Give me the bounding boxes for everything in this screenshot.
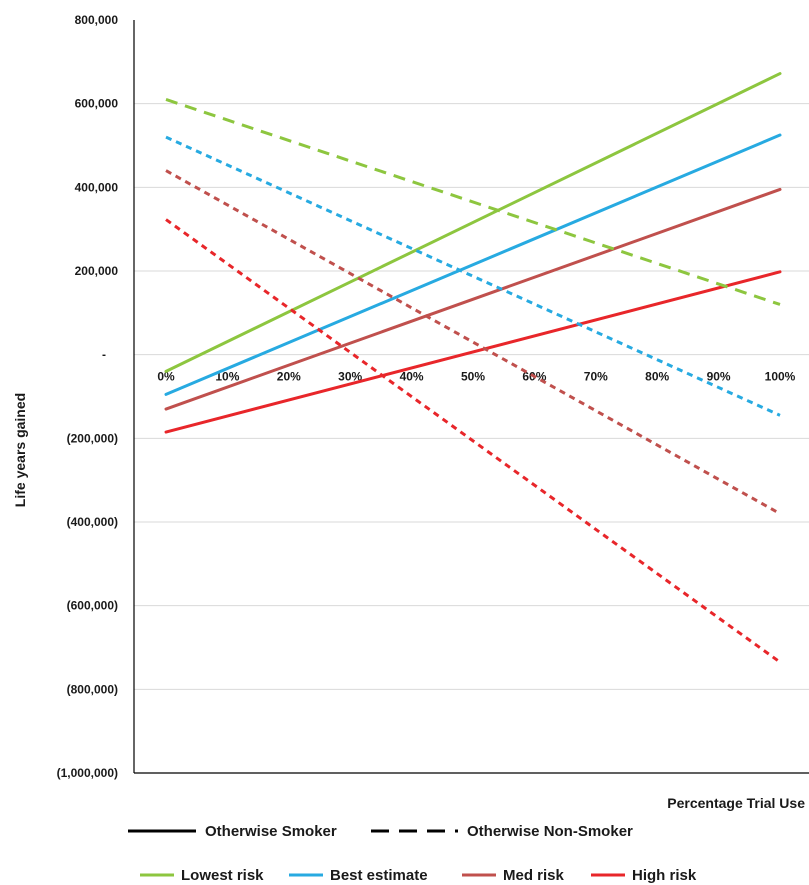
series-lines <box>164 72 782 664</box>
series-line-best-estimate-otherwise-smoker <box>164 133 782 396</box>
y-tick-label: 200,000 <box>75 264 119 278</box>
x-tick-label: 100% <box>765 370 796 384</box>
x-tick-label: 70% <box>584 370 608 384</box>
y-tick-labels: 800,000 600,000 400,000 200,000 - (200,000) (4… <box>57 13 119 780</box>
y-axis-title: Life years gained <box>12 393 28 507</box>
legend-label-high-risk: High risk <box>632 867 697 884</box>
x-tick-label: 80% <box>645 370 669 384</box>
series-line-lowest-risk-otherwise-non-smoker <box>165 98 781 306</box>
x-tick-label: 90% <box>707 370 731 384</box>
series-line-high-risk-otherwise-non-smoker <box>165 218 781 664</box>
y-tick-label: (600,000) <box>67 599 118 613</box>
y-tick-label: 800,000 <box>75 13 119 27</box>
x-tick-label: 40% <box>400 370 424 384</box>
series-line-high-risk-otherwise-smoker <box>164 270 782 434</box>
x-tick-label: 20% <box>277 370 301 384</box>
x-tick-labels: 0%10%20%30%40%50%60%70%80%90%100% <box>157 370 795 384</box>
legend-label-lowest-risk: Lowest risk <box>181 867 264 884</box>
style-legend-label-smoker: Otherwise Smoker <box>205 823 337 840</box>
legend-label-med-risk: Med risk <box>503 867 565 884</box>
y-tick-label: (800,000) <box>67 682 118 696</box>
x-tick-label: 30% <box>338 370 362 384</box>
y-tick-label: (200,000) <box>67 431 118 445</box>
y-tick-label: (1,000,000) <box>57 766 118 780</box>
x-tick-label: 0% <box>157 370 175 384</box>
series-line-med-risk-otherwise-smoker <box>164 187 782 411</box>
color-legend: Lowest risk Best estimate Med risk High … <box>140 867 697 884</box>
x-tick-label: 10% <box>215 370 239 384</box>
style-legend: Otherwise Smoker Otherwise Non-Smoker <box>128 823 633 840</box>
y-tick-label: - <box>102 348 106 362</box>
x-tick-label: 50% <box>461 370 485 384</box>
y-tick-label: 400,000 <box>75 180 119 194</box>
series-line-lowest-risk-otherwise-smoker <box>164 72 782 373</box>
style-legend-label-non-smoker: Otherwise Non-Smoker <box>467 823 633 840</box>
series-line-med-risk-otherwise-non-smoker <box>165 169 781 515</box>
y-tick-label: 600,000 <box>75 97 119 111</box>
series-line-best-estimate-otherwise-non-smoker <box>165 135 781 417</box>
gridlines <box>134 103 809 690</box>
x-axis-title: Percentage Trial Use <box>667 795 805 811</box>
y-tick-label: (400,000) <box>67 515 118 529</box>
legend-label-best-estimate: Best estimate <box>330 867 428 884</box>
